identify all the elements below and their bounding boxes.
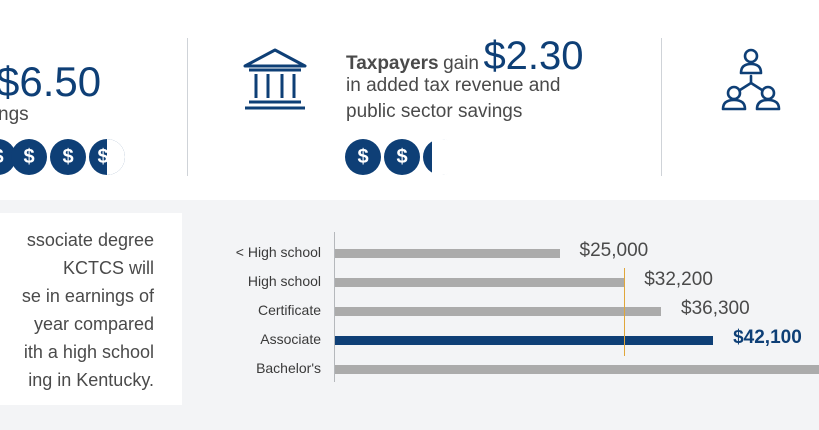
- individual-subtitle: ngs: [0, 104, 29, 125]
- taxpayers-subtitle-line2: public sector savings: [346, 101, 523, 122]
- coin-icon: $: [345, 139, 381, 175]
- coin-icon: $: [50, 139, 86, 175]
- taxpayers-label: Taxpayers: [346, 53, 439, 74]
- coin-icon: $: [11, 139, 47, 175]
- individual-amount: $6.50: [0, 58, 102, 105]
- category-label: Associate: [260, 331, 321, 347]
- category-label: Bachelor's: [256, 360, 321, 376]
- taxpayers-amount: $2.30: [483, 34, 584, 78]
- category-label: Certificate: [257, 302, 321, 318]
- bar: [335, 336, 714, 345]
- stats-panel: $6.50 ngs $ $ $ $ .coin.partial::after{ …: [0, 0, 819, 200]
- description-line: year compared: [33, 314, 154, 334]
- divider: [661, 38, 662, 176]
- description-line: KCTCS will: [62, 258, 154, 278]
- reference-line: [624, 268, 626, 356]
- bar: [335, 249, 560, 258]
- description-line: se in earnings of: [21, 286, 154, 306]
- taxpayers-heading: Taxpayers gain $2.30: [346, 34, 584, 79]
- description-line: ing in Kentucky.: [28, 370, 154, 390]
- value-label: $32,200: [644, 269, 713, 290]
- coin-icon: $: [384, 139, 420, 175]
- value-label: $25,000: [579, 240, 649, 261]
- description-line: ssociate degree: [26, 230, 154, 250]
- people-network-icon: [721, 48, 781, 111]
- description-line: ith a high school: [23, 342, 154, 362]
- bar: [335, 365, 819, 374]
- taxpayers-verb: gain: [443, 53, 479, 74]
- value-label: $36,300: [681, 298, 750, 319]
- government-building-icon: [243, 48, 307, 110]
- divider: [187, 38, 188, 176]
- bar: [335, 278, 625, 287]
- category-label: < High school: [235, 244, 321, 260]
- taxpayers-subtitle-line1: in added tax revenue and: [346, 75, 561, 96]
- bar: [335, 307, 662, 316]
- coin-partial-icon: $: [89, 139, 125, 175]
- value-label: $42,100: [733, 327, 802, 348]
- category-label: High school: [247, 273, 321, 289]
- description-box: ssociate degree KCTCS will se in earning…: [0, 213, 182, 405]
- coin-partial-mask: [432, 139, 460, 175]
- chart-axis: [334, 232, 335, 382]
